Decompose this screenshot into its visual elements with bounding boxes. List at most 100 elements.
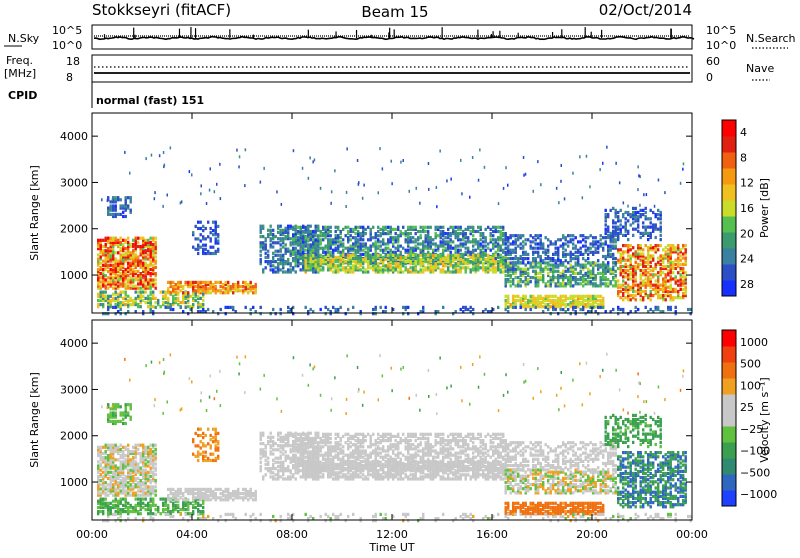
power-cell [667,306,669,309]
power-cell [377,226,379,229]
power-cell [480,226,482,229]
power-cell [630,254,632,257]
power-cell [350,234,352,237]
power-cell [152,291,154,294]
power-cell [385,226,387,229]
colorbar-segment [722,136,736,153]
power-cell [582,196,584,199]
power-cell [102,245,104,248]
velocity-cell [112,444,114,447]
velocity-cell [105,502,107,505]
power-cell [125,268,127,271]
power-cell [460,242,462,245]
power-cell [267,254,269,257]
power-cell [117,213,119,216]
power-cell [280,254,282,257]
power-cell [627,284,629,287]
power-cell [505,251,507,254]
power-cell [657,275,659,278]
power-cell [547,303,549,306]
power-cell [130,262,132,265]
power-cell [195,285,197,288]
power-cell [159,154,161,157]
power-cell [575,261,577,264]
velocity-cell [150,485,152,488]
power-cell [460,266,462,269]
power-cell [430,253,432,256]
power-cell [137,295,139,298]
power-cell [419,202,421,205]
power-cell [472,245,474,248]
power-cell [142,280,144,283]
power-cell [602,255,604,258]
power-cell [107,196,109,199]
power-cell [497,253,499,256]
power-cell [200,303,202,306]
power-cell [167,287,169,290]
power-cell [397,254,399,257]
power-cell [105,295,107,298]
power-cell [475,249,477,252]
power-cell [287,225,289,228]
power-cell [347,268,349,271]
velocity-cell [155,494,157,497]
power-cell [532,266,534,269]
power-cell [135,291,137,294]
power-cell [405,256,407,259]
velocity-cell [117,446,119,449]
power-cell [150,308,152,311]
power-cell [197,244,199,247]
power-cell [122,204,124,207]
power-cell [345,234,347,237]
power-cell [395,232,397,235]
power-cell [365,232,367,235]
power-cell [427,258,429,261]
power-cell [602,247,604,250]
power-cell [575,299,577,302]
power-cell [370,254,372,257]
power-cell [101,198,103,201]
power-cell [505,166,507,169]
power-cell [360,258,362,261]
power-cell [212,252,214,255]
power-cell [532,295,534,298]
power-cell [172,308,174,311]
power-cell [470,268,472,271]
power-cell [657,248,659,251]
power-cell [617,259,619,262]
power-cell [447,232,449,235]
velocity-cell [155,448,157,451]
power-cell [297,251,299,254]
power-cell [597,245,599,248]
power-cell [445,232,447,235]
colorbar-segment [722,248,736,265]
power-cell [530,308,532,311]
power-cell [130,196,132,199]
power-cell [632,221,634,224]
power-cell [507,257,509,260]
power-cell [115,213,117,216]
power-cell [572,238,574,241]
power-cell [447,254,449,257]
power-cell [590,247,592,250]
power-cell [505,299,507,302]
power-cell [390,264,392,267]
power-cell [650,217,652,220]
velocity-cell [130,469,132,472]
velocity-cell [152,471,154,474]
power-cell [352,306,354,309]
velocity-cell [105,456,107,459]
power-cell [290,241,292,244]
power-cell [657,257,659,260]
power-cell [675,306,677,309]
power-cell [415,232,417,235]
power-cell [625,244,627,247]
power-cell [357,159,359,162]
power-cell [592,240,594,243]
power-cell [530,295,532,298]
power-cell [450,178,452,181]
power-cell [320,238,322,241]
power-cell [565,270,567,273]
power-cell [595,240,597,243]
power-cell [370,266,372,269]
